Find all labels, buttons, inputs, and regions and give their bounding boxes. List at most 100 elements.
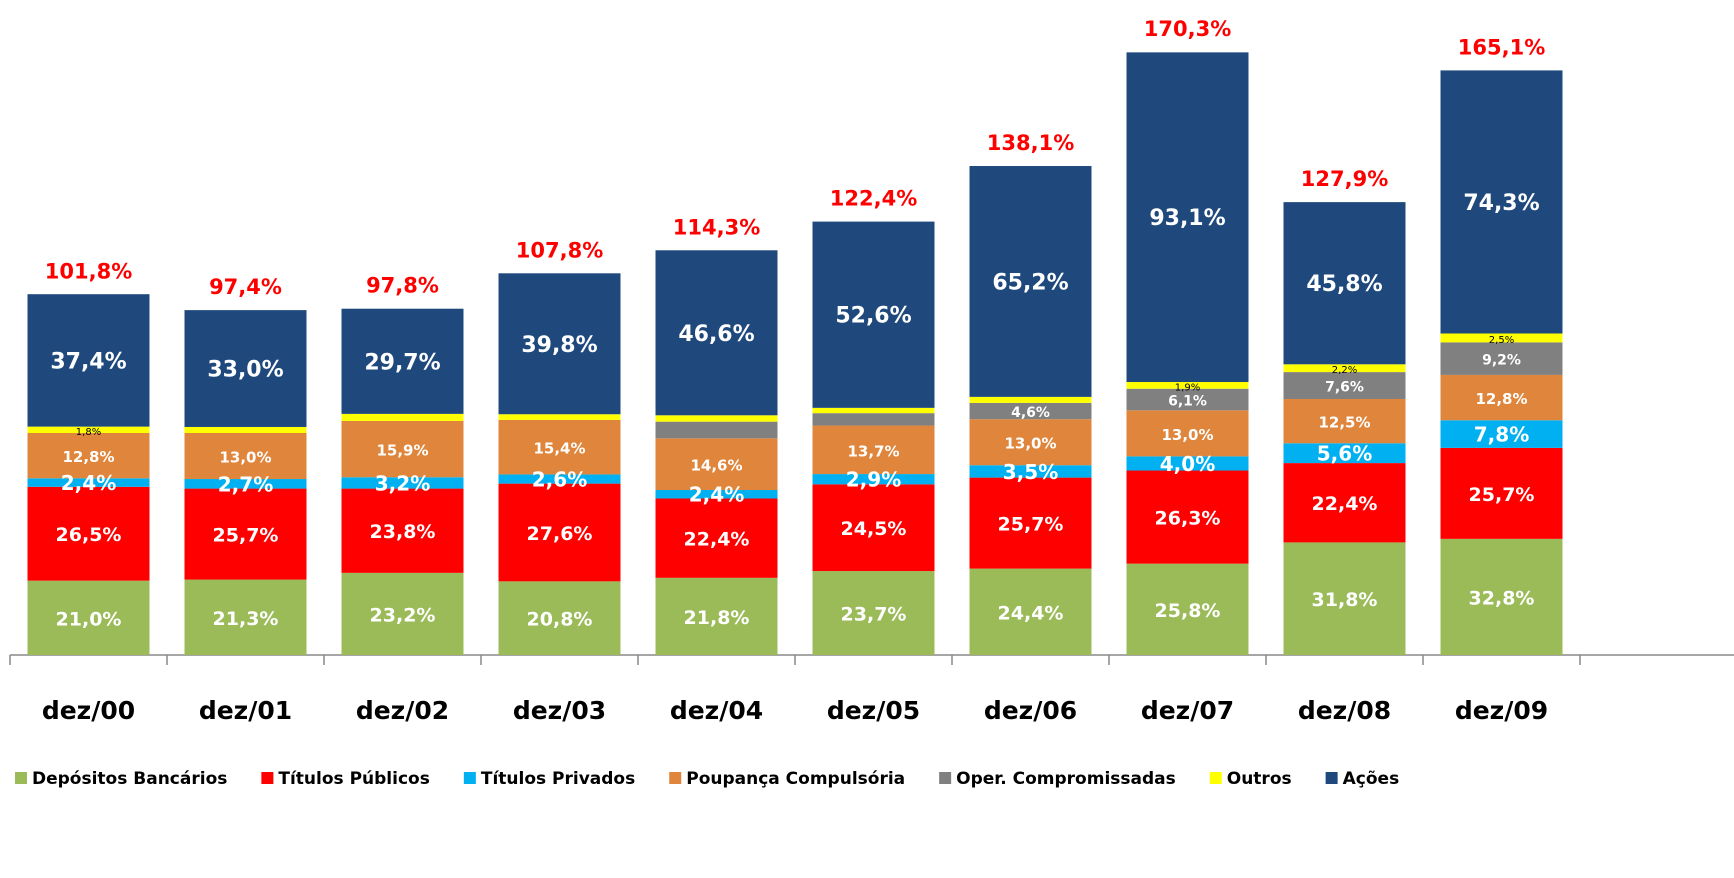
- data-label: 29,7%: [364, 350, 440, 375]
- bar-segment: [1283, 202, 1406, 365]
- legend-label: Depósitos Bancários: [32, 769, 227, 789]
- data-label: 25,7%: [1469, 484, 1535, 506]
- bar-segment: [1283, 398, 1406, 444]
- total-label: 122,4%: [830, 187, 917, 211]
- bar-segment: [341, 477, 464, 489]
- legend-label: Oper. Compromissadas: [956, 769, 1176, 789]
- data-label: 5,6%: [1317, 442, 1372, 466]
- data-label: 12,5%: [1318, 414, 1370, 432]
- x-tick-label: dez/06: [984, 696, 1077, 725]
- data-label: 23,2%: [370, 604, 436, 626]
- data-label: 27,6%: [527, 523, 593, 545]
- x-tick-label: dez/02: [356, 696, 449, 725]
- legend-swatch: [1325, 772, 1338, 784]
- bar-segment: [184, 579, 307, 655]
- data-label: 20,8%: [527, 609, 593, 631]
- legend-label: Títulos Públicos: [278, 769, 429, 789]
- bar-segment: [1440, 333, 1563, 343]
- bar-segment: [341, 413, 464, 421]
- data-label: 21,3%: [213, 608, 279, 630]
- data-label: 23,7%: [841, 604, 907, 626]
- bar-segment: [341, 572, 464, 655]
- data-label: 1,9%: [1175, 382, 1200, 393]
- bar-segment: [812, 413, 935, 426]
- data-label: 13,7%: [847, 442, 899, 460]
- bar-segment: [812, 484, 935, 572]
- bar-segment: [341, 420, 464, 478]
- bar-segment: [812, 571, 935, 655]
- data-label: 3,5%: [1003, 460, 1058, 484]
- data-label: 46,6%: [678, 322, 754, 347]
- bar-segment: [969, 465, 1092, 478]
- x-tick-label: dez/00: [42, 696, 135, 725]
- data-label: 2,5%: [1489, 335, 1514, 346]
- bar-segment: [184, 310, 307, 427]
- bar-segment: [184, 432, 307, 480]
- total-label: 97,8%: [366, 274, 439, 298]
- bar-segment: [655, 421, 778, 439]
- data-label: 15,4%: [533, 440, 585, 458]
- bar-segment: [655, 498, 778, 578]
- bar-segment: [498, 581, 621, 655]
- data-label: 12,8%: [1475, 390, 1527, 408]
- bar-segment: [1126, 470, 1249, 564]
- data-label: 93,1%: [1149, 206, 1225, 231]
- data-label: 2,4%: [61, 471, 116, 495]
- data-label: 13,0%: [1161, 426, 1213, 444]
- bar-segment: [655, 577, 778, 655]
- data-label: 37,4%: [50, 349, 126, 374]
- bar-segment: [1440, 538, 1563, 655]
- data-label: 2,2%: [1332, 365, 1357, 376]
- x-tick-label: dez/04: [670, 696, 763, 725]
- data-label: 32,8%: [1469, 587, 1535, 609]
- data-label: 25,7%: [998, 514, 1064, 536]
- bar-segment: [969, 477, 1092, 569]
- data-label: 22,4%: [684, 529, 750, 551]
- legend-label: Títulos Privados: [481, 769, 635, 789]
- data-label: 23,8%: [370, 521, 436, 543]
- total-label: 107,8%: [516, 238, 603, 262]
- bar-segment: [812, 474, 935, 485]
- bar-segment: [1440, 342, 1563, 375]
- data-label: 39,8%: [521, 333, 597, 358]
- bar-segment: [498, 414, 621, 420]
- total-label: 138,1%: [987, 131, 1074, 155]
- data-label: 4,6%: [1011, 405, 1050, 421]
- total-label: 97,4%: [209, 275, 282, 299]
- bar-segment: [655, 250, 778, 416]
- legend-swatch: [939, 772, 952, 784]
- bar-segment: [969, 166, 1092, 397]
- bar-segment: [812, 221, 935, 408]
- data-label: 52,6%: [835, 304, 911, 329]
- bar-segment: [1126, 52, 1249, 383]
- data-label: 2,9%: [846, 468, 901, 492]
- bar-segment: [812, 407, 935, 414]
- data-label: 3,2%: [375, 471, 430, 495]
- legend-swatch: [669, 772, 682, 784]
- total-label: 165,1%: [1458, 35, 1545, 59]
- bar-segment: [1440, 374, 1563, 421]
- data-label: 15,9%: [376, 442, 428, 460]
- bar-segment: [1440, 420, 1563, 448]
- bar-segment: [341, 488, 464, 573]
- bar-segment: [812, 425, 935, 475]
- bar-segment: [1283, 443, 1406, 464]
- bar-segment: [184, 426, 307, 433]
- data-label: 2,4%: [689, 483, 744, 507]
- legend-swatch: [261, 772, 274, 784]
- bar-segment: [498, 474, 621, 484]
- data-label: 24,4%: [998, 602, 1064, 624]
- data-label: 65,2%: [992, 270, 1068, 295]
- data-label: 1,8%: [76, 427, 101, 438]
- legend-swatch: [15, 772, 27, 784]
- bar-segment: [27, 432, 150, 479]
- bar-segment: [498, 273, 621, 415]
- x-tick-label: dez/07: [1141, 696, 1234, 725]
- data-label: 7,6%: [1325, 380, 1364, 396]
- total-label: 114,3%: [673, 215, 760, 239]
- data-label: 4,0%: [1160, 452, 1215, 476]
- bar-segment: [655, 438, 778, 490]
- bar-segment: [1283, 364, 1406, 373]
- total-label: 127,9%: [1301, 167, 1388, 191]
- bar-segment: [969, 419, 1092, 466]
